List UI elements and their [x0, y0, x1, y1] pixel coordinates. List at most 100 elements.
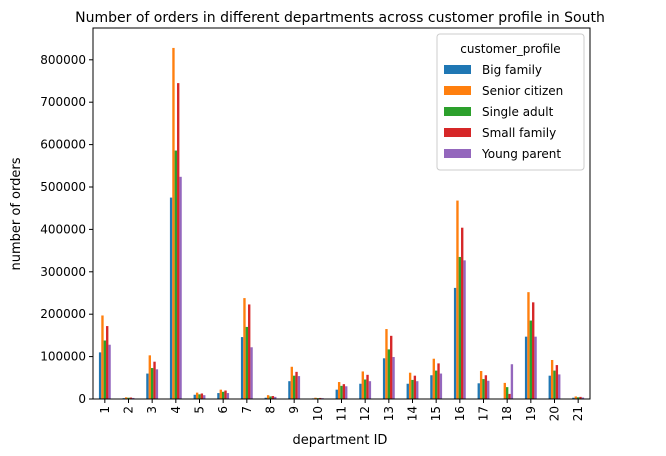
bar-small-family-dept-10	[319, 397, 322, 399]
legend-swatch	[444, 149, 471, 158]
bar-single-adult-dept-20	[553, 370, 556, 399]
bar-big-family-dept-16	[453, 287, 457, 399]
legend-box	[436, 33, 585, 171]
bar-senior-citizen-dept-3	[148, 355, 151, 399]
bar-big-family-dept-5	[193, 394, 196, 399]
bar-single-adult-dept-16	[458, 256, 462, 399]
bar-single-adult-dept-12	[363, 379, 367, 399]
bar-small-family-dept-2	[129, 397, 133, 399]
legend-entry-label: Single adult	[482, 105, 554, 119]
x-tick-label: 10	[311, 406, 325, 421]
legend-swatch	[444, 107, 471, 116]
bar-single-adult-dept-3	[150, 368, 154, 399]
bar-single-adult-dept-19	[529, 320, 533, 399]
bar-young-parent-dept-4	[179, 176, 182, 399]
bar-small-family-dept-18	[508, 393, 511, 399]
bar-single-adult-dept-14	[411, 379, 414, 399]
bar-senior-citizen-dept-18	[503, 382, 506, 399]
bar-young-parent-dept-14	[416, 381, 419, 399]
bar-senior-citizen-dept-20	[550, 359, 554, 399]
x-tick-label: 3	[145, 406, 159, 414]
bar-small-family-dept-6	[224, 390, 227, 399]
x-tick-label: 12	[358, 406, 372, 421]
bar-young-parent-dept-20	[558, 374, 561, 399]
bar-single-adult-dept-21	[576, 397, 580, 399]
bar-single-adult-dept-15	[434, 370, 438, 399]
bar-big-family-dept-14	[406, 383, 409, 399]
bar-small-family-dept-3	[153, 361, 156, 399]
x-tick-label: 11	[335, 406, 349, 421]
bar-big-family-dept-17	[477, 383, 480, 399]
bar-small-family-dept-15	[437, 363, 440, 399]
y-tick-label: 800000	[40, 53, 86, 67]
bar-small-family-dept-21	[579, 396, 582, 399]
legend-swatch	[444, 86, 471, 95]
x-tick-label: 5	[193, 406, 207, 414]
y-tick-label: 600000	[40, 138, 86, 152]
bar-young-parent-dept-1	[108, 344, 111, 399]
legend-title: customer_profile	[460, 42, 560, 56]
bar-senior-citizen-dept-2	[124, 397, 128, 399]
bar-young-parent-dept-12	[368, 381, 372, 399]
bar-senior-citizen-dept-17	[479, 371, 483, 399]
bar-big-family-dept-9	[288, 381, 291, 399]
bar-young-parent-dept-7	[250, 347, 253, 399]
x-tick-label: 16	[453, 406, 467, 421]
y-axis: 0 100000 200000 300000 400000 500000 600000 700…	[40, 53, 93, 406]
bar-single-adult-dept-5	[198, 394, 201, 399]
bar-big-family-dept-21	[572, 397, 575, 399]
bar-young-parent-dept-13	[392, 357, 395, 399]
bar-senior-citizen-dept-11	[337, 382, 341, 399]
legend-entry-label: Small family	[482, 126, 556, 140]
bar-big-family-dept-20	[548, 375, 551, 399]
bar-big-family-dept-8	[264, 397, 267, 399]
x-tick-label: 7	[240, 406, 254, 414]
y-tick-label: 100000	[40, 350, 86, 364]
bar-senior-citizen-dept-19	[527, 292, 530, 399]
bar-senior-citizen-dept-16	[456, 200, 459, 399]
bar-small-family-dept-14	[413, 375, 417, 399]
legend-entry-label: Senior citizen	[482, 84, 563, 98]
x-tick-label: 1	[98, 406, 112, 414]
bar-senior-citizen-dept-15	[432, 358, 435, 399]
bar-big-family-dept-13	[382, 358, 386, 399]
x-tick-label: 14	[406, 406, 420, 421]
bar-young-parent-dept-5	[203, 395, 206, 399]
bar-small-family-dept-19	[532, 302, 535, 399]
bar-young-parent-dept-17	[487, 380, 490, 399]
bar-big-family-dept-11	[335, 389, 338, 399]
bar-young-parent-dept-18	[510, 364, 514, 399]
y-tick-label: 400000	[40, 222, 86, 236]
bar-small-family-dept-8	[271, 396, 275, 399]
bar-young-parent-dept-3	[155, 369, 159, 399]
bar-senior-citizen-dept-1	[101, 315, 104, 399]
bar-big-family-dept-6	[217, 393, 220, 399]
legend-swatch	[444, 128, 471, 137]
bar-single-adult-dept-2	[127, 397, 130, 399]
y-axis-label: number of orders	[9, 157, 24, 270]
bar-small-family-dept-11	[342, 384, 346, 399]
x-tick-label: 20	[548, 406, 562, 421]
y-tick-label: 200000	[40, 307, 86, 321]
bar-senior-citizen-dept-4	[172, 47, 175, 400]
bar-single-adult-dept-8	[269, 396, 272, 399]
x-tick-label: 2	[122, 406, 136, 414]
bar-single-adult-dept-6	[221, 391, 225, 399]
x-tick-label: 9	[287, 406, 301, 414]
legend-entry-label: Big family	[482, 63, 542, 77]
bar-small-family-dept-13	[390, 335, 393, 399]
bar-small-family-dept-7	[248, 304, 251, 399]
bar-small-family-dept-4	[177, 83, 180, 400]
bar-small-family-dept-9	[295, 371, 298, 399]
bar-single-adult-dept-11	[340, 385, 343, 399]
x-tick-label: 8	[264, 406, 278, 414]
bar-big-family-dept-7	[240, 337, 244, 399]
bar-senior-citizen-dept-8	[266, 395, 270, 399]
bar-small-family-dept-17	[484, 375, 488, 399]
x-tick-label: 18	[500, 406, 514, 421]
legend: customer_profile Big family Senior citizen…	[436, 33, 585, 171]
x-tick-label: 13	[382, 406, 396, 421]
bar-single-adult-dept-4	[174, 150, 178, 399]
y-tick-label: 500000	[40, 180, 86, 194]
